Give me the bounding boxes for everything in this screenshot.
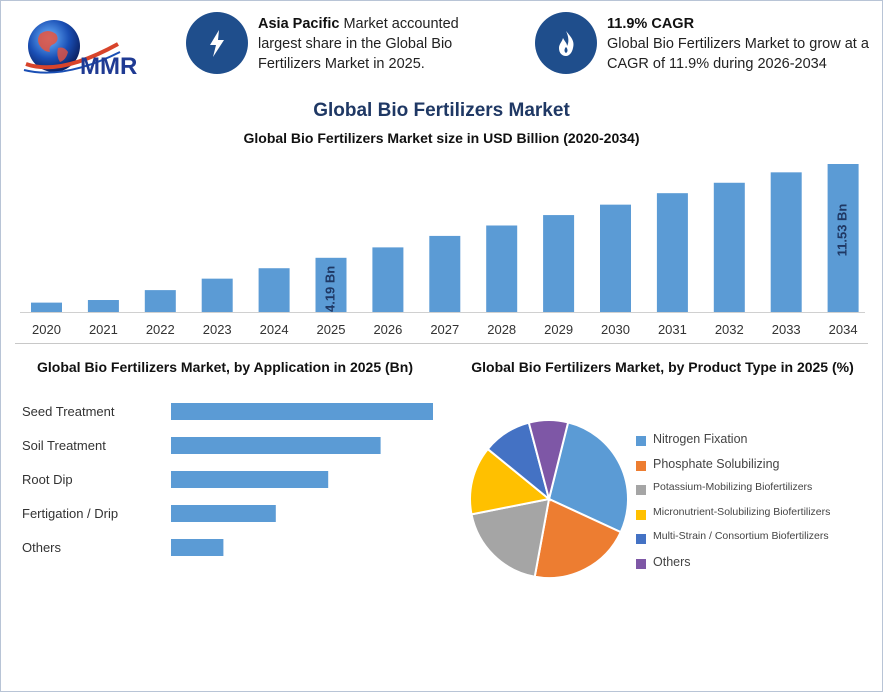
legend-label: Multi-Strain / Consortium Biofertilizers xyxy=(653,530,829,542)
bar-2033 xyxy=(770,172,802,312)
pie-slice-2 xyxy=(470,497,551,578)
highlight-text: Asia Pacific Market accounted largest sh… xyxy=(258,14,488,74)
x-tick-label: 2023 xyxy=(203,322,232,337)
legend-swatch xyxy=(636,558,646,569)
pie-slice-3 xyxy=(469,447,552,516)
y-category-label: Others xyxy=(22,540,62,555)
legend-swatch xyxy=(636,436,646,446)
globe-icon: MMR xyxy=(23,20,137,80)
highlight-body: Global Bio Fertilizers Market to grow at… xyxy=(607,36,869,72)
lightning-bolt-icon xyxy=(210,30,224,57)
market-size-bar-chart: 2020 2021 2022 2023 2024 2025 4.19 Bn 2026 2027 2… xyxy=(20,164,865,337)
legend-swatch xyxy=(636,485,646,495)
x-tick-label: 2021 xyxy=(89,322,118,337)
x-tick-label: 2020 xyxy=(32,322,61,337)
legend-swatch xyxy=(636,534,646,544)
flame-icon xyxy=(559,31,574,56)
highlight-text: 11.9% CAGR Global Bio Fertilizers Market … xyxy=(607,14,877,74)
bar-2031 xyxy=(656,193,688,312)
bar-2026 xyxy=(372,247,404,312)
x-tick-label: 2032 xyxy=(715,322,744,337)
hbar-1 xyxy=(171,437,381,454)
highlight-circle xyxy=(186,12,248,74)
highlight-body: Market accounted largest share in the Gl… xyxy=(258,16,459,72)
bar-2032 xyxy=(713,182,745,312)
bar-2025 xyxy=(315,257,347,312)
pie-slice-0 xyxy=(547,421,629,534)
application-chart-title: Global Bio Fertilizers Market, by Applic… xyxy=(37,359,413,375)
product-type-chart-title: Global Bio Fertilizers Market, by Produc… xyxy=(471,359,854,375)
data-label: 4.19 Bn xyxy=(322,266,337,312)
bar-2027 xyxy=(429,235,461,312)
application-bar-chart: Seed Treatment Soil Treatment Root Dip Fert… xyxy=(22,403,433,556)
product-type-pie-chart xyxy=(469,419,629,579)
logo-text: MMR xyxy=(80,53,137,80)
legend-label: Phosphate Solubilizing xyxy=(653,456,780,471)
x-tick-label: 2026 xyxy=(373,322,402,337)
hbar-0 xyxy=(171,403,433,420)
x-tick-label: 2031 xyxy=(658,322,687,337)
x-tick-label: 2024 xyxy=(260,322,289,337)
mmr-logo: MMR xyxy=(20,14,160,84)
bar-2029 xyxy=(543,215,575,312)
legend-label: Others xyxy=(653,554,691,569)
page-title: Global Bio Fertilizers Market xyxy=(313,100,570,121)
legend-label: Micronutrient-Solubilizing Biofertilizer… xyxy=(653,505,831,518)
data-label: 11.53 Bn xyxy=(835,204,850,257)
bar-2020 xyxy=(31,302,62,312)
pie-slice-1 xyxy=(533,497,623,579)
y-category-label: Fertigation / Drip xyxy=(22,506,118,521)
legend-swatch xyxy=(636,460,646,471)
y-category-label: Seed Treatment xyxy=(22,404,115,419)
highlight-bold: Asia Pacific xyxy=(258,16,340,32)
bar-2021 xyxy=(87,300,119,312)
x-tick-label: 2028 xyxy=(487,322,516,337)
legend-swatch xyxy=(636,509,646,520)
hbar-4 xyxy=(171,539,224,556)
legend-label: Potassium-Mobilizing Biofertilizers xyxy=(653,481,813,493)
bar-2024 xyxy=(258,268,290,312)
highlight-bold: 11.9% CAGR xyxy=(607,16,695,32)
x-tick-label: 2022 xyxy=(146,322,175,337)
bar-2030 xyxy=(600,204,631,312)
bar-2028 xyxy=(486,225,518,312)
x-tick-label: 2027 xyxy=(430,322,459,337)
y-category-label: Soil Treatment xyxy=(22,438,106,453)
section-divider xyxy=(15,343,868,344)
x-tick-label: 2033 xyxy=(772,322,801,337)
bar-2023 xyxy=(201,278,233,312)
x-tick-label: 2034 xyxy=(829,322,858,337)
pie-slice-5 xyxy=(527,419,570,500)
legend-label: Nitrogen Fixation xyxy=(653,432,748,446)
bar-2022 xyxy=(144,290,176,312)
hbar-2 xyxy=(171,471,329,488)
bar-2034 xyxy=(827,164,859,312)
x-tick-label: 2030 xyxy=(601,322,630,337)
market-size-chart-title: Global Bio Fertilizers Market size in US… xyxy=(243,130,640,146)
hbar-3 xyxy=(171,505,276,522)
highlight-circle xyxy=(535,12,597,74)
y-category-label: Root Dip xyxy=(22,472,73,487)
x-tick-label: 2025 xyxy=(317,322,346,337)
x-tick-label: 2029 xyxy=(544,322,573,337)
